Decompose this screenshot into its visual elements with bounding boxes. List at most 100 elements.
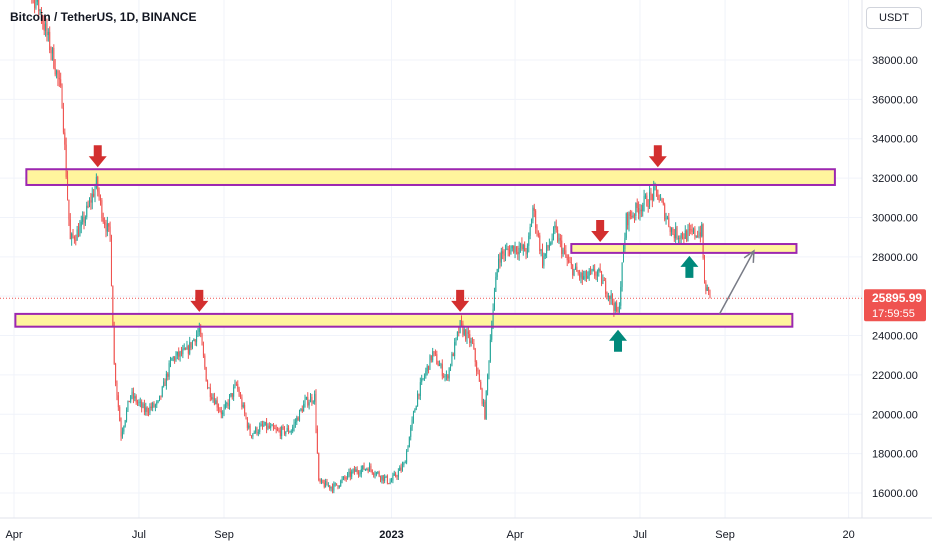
candle-body xyxy=(529,226,531,236)
candle-body xyxy=(99,197,101,201)
trend-arrow-head-icon xyxy=(743,249,755,263)
candle-body xyxy=(49,31,51,50)
candle-body xyxy=(80,221,82,227)
trend-arrow-line[interactable] xyxy=(718,250,755,315)
candle-body xyxy=(691,229,693,232)
candle-body xyxy=(327,485,329,487)
resistance-zone-32000[interactable] xyxy=(25,168,836,186)
bar-countdown: 17:59:55 xyxy=(872,308,915,320)
candle-body xyxy=(576,266,578,272)
candle-body xyxy=(635,203,637,217)
candle-body xyxy=(682,233,684,238)
candle-body xyxy=(370,465,372,470)
candle-body xyxy=(687,229,689,241)
candle-body xyxy=(116,382,118,396)
candle-body xyxy=(238,389,240,396)
candle-body xyxy=(676,227,678,239)
candle-body xyxy=(198,328,200,332)
candle-body xyxy=(480,381,482,389)
candle-body xyxy=(250,435,252,437)
candle-body xyxy=(300,409,302,411)
candle-body xyxy=(277,429,279,431)
candle-body xyxy=(366,468,368,470)
candle-body xyxy=(359,473,361,475)
candle-body xyxy=(581,272,583,280)
candle-body xyxy=(440,364,442,366)
candle-body xyxy=(186,346,188,350)
candle-body xyxy=(106,223,108,232)
candle-body xyxy=(432,351,434,361)
candle-body xyxy=(526,245,528,255)
y-tick-label: 18000.00 xyxy=(872,449,918,461)
candle-body xyxy=(555,225,557,230)
candle-body xyxy=(112,285,114,328)
price-axis[interactable]: 16000.00 18000.00 20000.00 22000.00 24000.00… xyxy=(872,55,918,500)
support-zone-24800[interactable] xyxy=(14,312,794,328)
candle-body xyxy=(568,260,570,263)
candle-body xyxy=(493,291,495,309)
candle-body xyxy=(101,200,103,218)
candle-body xyxy=(664,204,666,220)
candle-body xyxy=(572,264,574,276)
candle-body xyxy=(455,337,457,343)
candle-body xyxy=(388,483,390,484)
candle-body xyxy=(647,206,649,207)
candle-body xyxy=(517,251,519,255)
candle-body xyxy=(428,365,430,370)
candle-body xyxy=(660,199,662,201)
candle-body xyxy=(121,431,123,437)
candle-body xyxy=(286,427,288,432)
candle-body xyxy=(171,358,173,361)
candle-body xyxy=(418,393,420,396)
down-arrow-icon xyxy=(88,145,107,168)
candle-body xyxy=(132,391,134,399)
candle-body xyxy=(89,200,91,206)
candle-body xyxy=(599,269,601,272)
candle-body xyxy=(679,238,681,239)
candle-body xyxy=(528,235,530,246)
candle-body xyxy=(669,226,671,232)
candle-body xyxy=(149,406,151,413)
time-axis[interactable]: Apr Jul Sep 2023 Apr Jul Sep 20 xyxy=(5,529,854,541)
candle-body xyxy=(671,228,673,232)
candle-body xyxy=(75,239,77,241)
candle-body xyxy=(312,401,314,403)
candle-body xyxy=(452,353,454,357)
candle-body xyxy=(371,469,373,474)
currency-button[interactable]: USDT xyxy=(866,7,922,29)
candle-body xyxy=(673,234,675,239)
candle-body xyxy=(50,49,52,54)
candle-body xyxy=(156,401,158,405)
candle-body xyxy=(148,412,150,413)
candle-body xyxy=(216,400,218,408)
candle-body xyxy=(292,427,294,432)
candle-body xyxy=(537,233,539,236)
candle-body xyxy=(240,395,242,398)
candle-body xyxy=(90,200,92,203)
candle-body xyxy=(495,276,497,292)
symbol-title[interactable]: Bitcoin / TetherUS, 1D, BINANCE xyxy=(10,10,197,24)
candle-body xyxy=(194,339,196,343)
candle-body xyxy=(421,378,423,383)
candle-body xyxy=(223,408,225,413)
candle-body xyxy=(547,245,549,248)
candle-body xyxy=(708,287,710,292)
candle-body xyxy=(467,331,469,334)
candle-body xyxy=(437,364,439,366)
candle-body xyxy=(333,483,335,491)
candle-body xyxy=(606,293,608,297)
support-zone-28300[interactable] xyxy=(570,243,798,254)
candle-body xyxy=(249,425,251,436)
candle-body xyxy=(319,479,321,482)
resistance-zone-32000-fill xyxy=(26,169,835,185)
candle-body xyxy=(196,334,198,343)
candle-body xyxy=(259,426,261,433)
candle-body xyxy=(699,232,701,237)
candle-body xyxy=(510,248,512,255)
zones-layer xyxy=(15,169,835,327)
candle-body xyxy=(95,177,97,188)
candle-body xyxy=(412,412,414,420)
candle-body xyxy=(120,421,122,437)
candle-body xyxy=(234,383,236,388)
